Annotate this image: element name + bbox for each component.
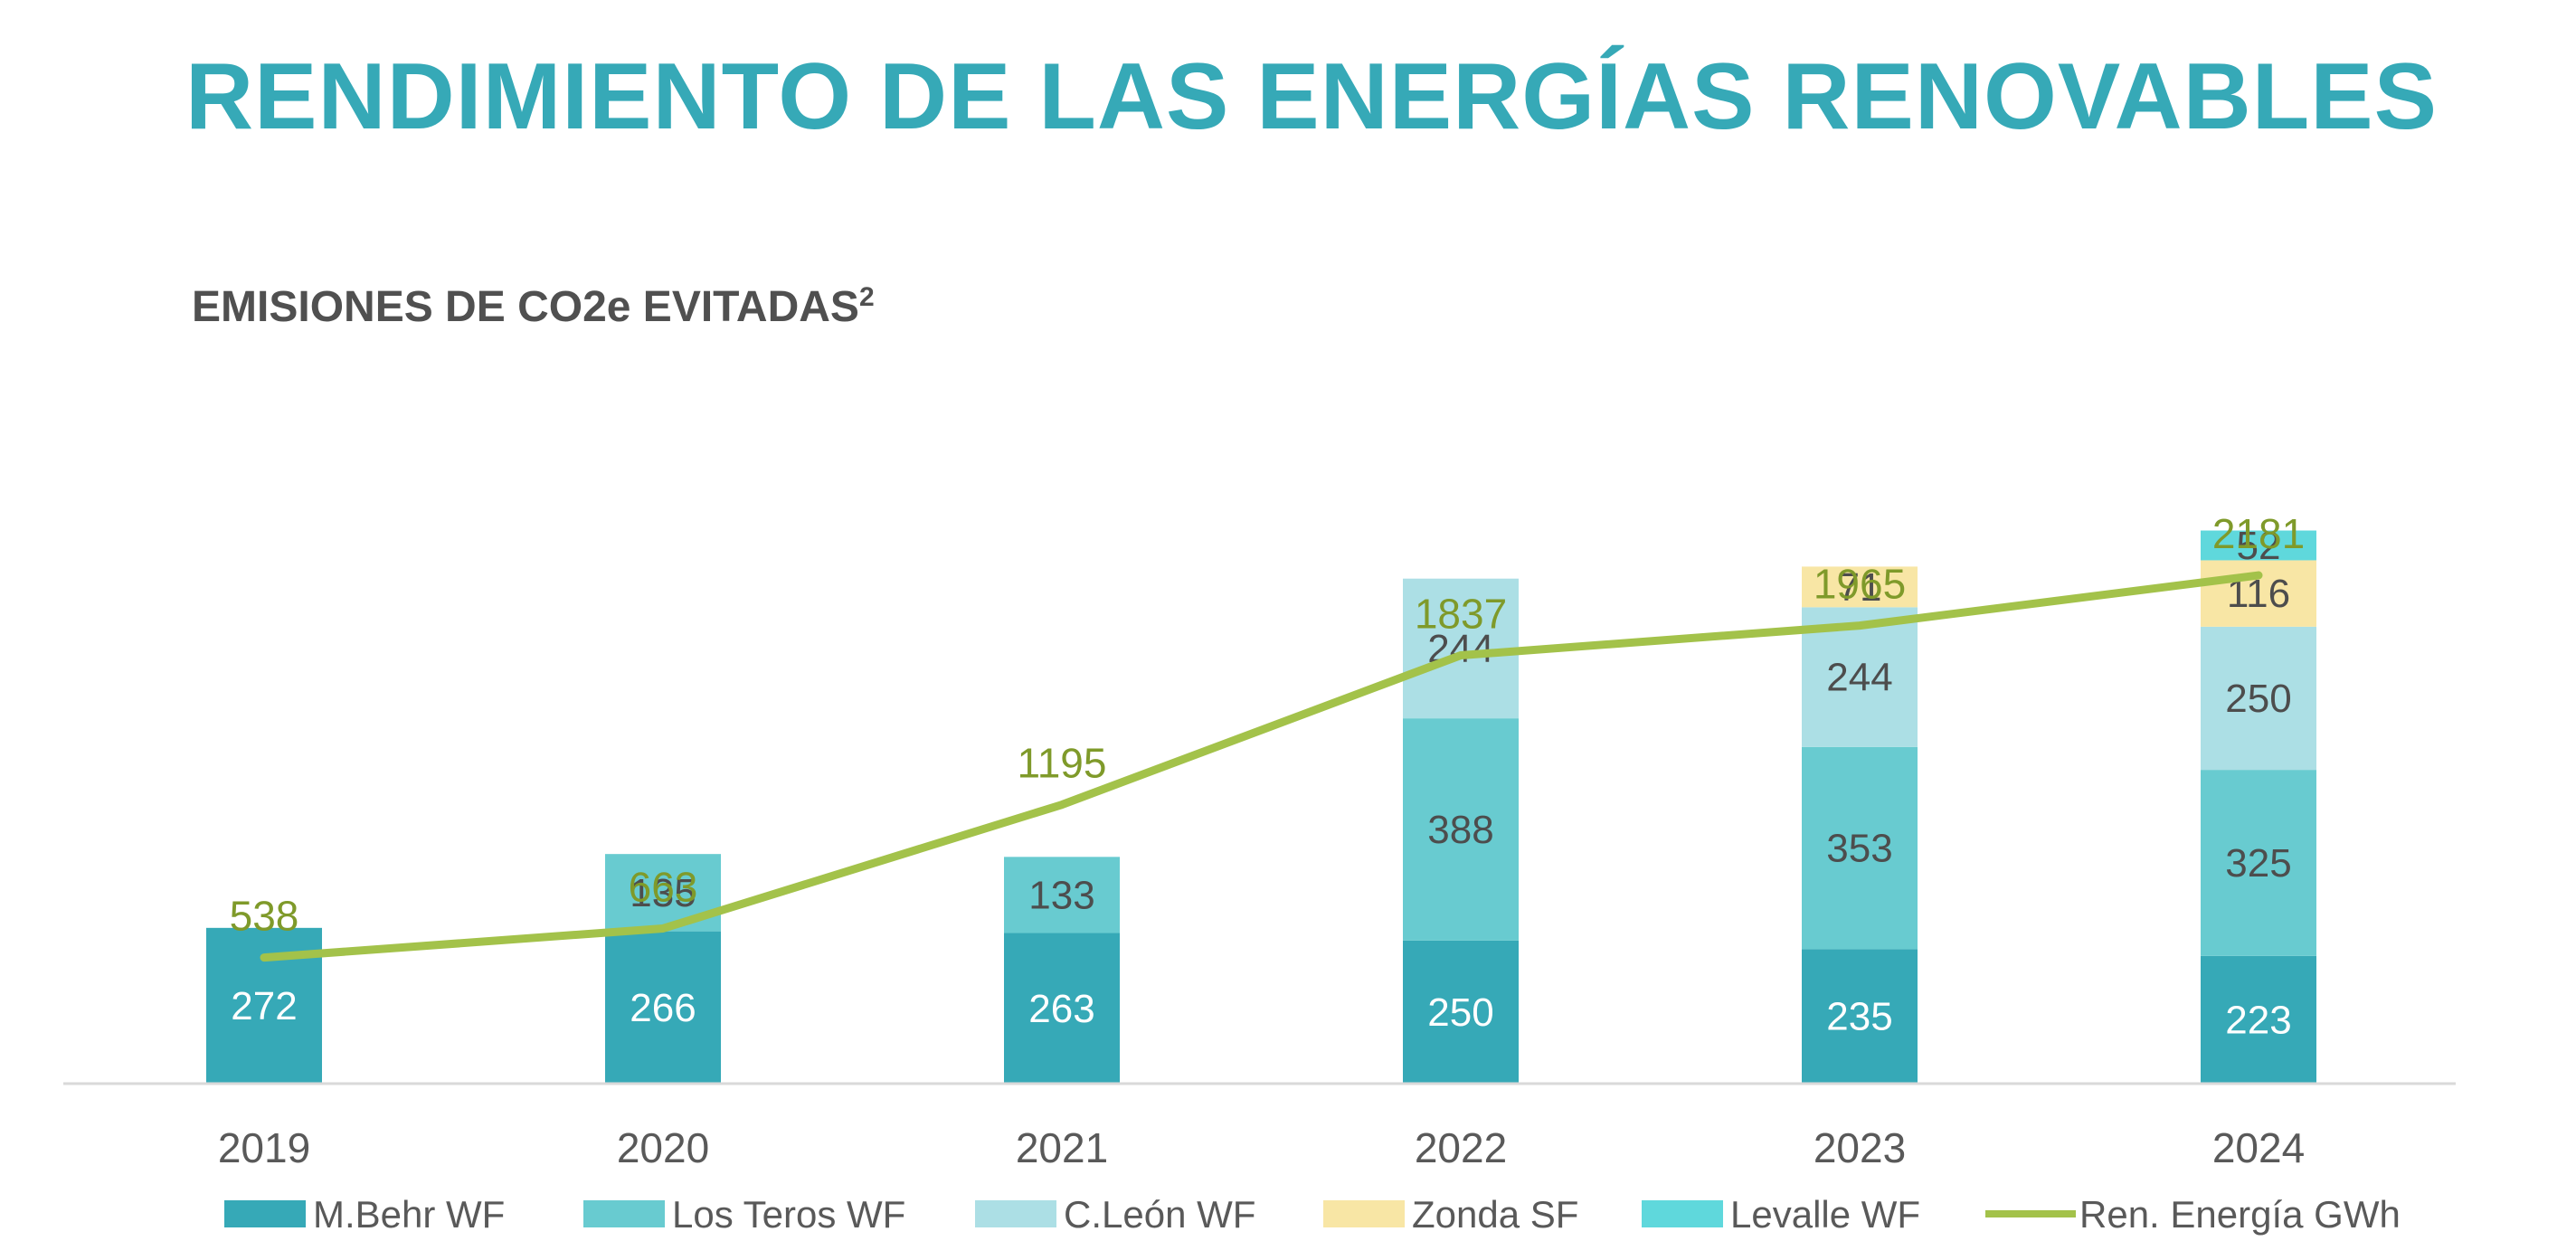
x-tick-label: 2024 (2212, 1124, 2305, 1171)
legend-swatch (975, 1200, 1056, 1227)
x-tick-label: 2019 (218, 1124, 310, 1171)
legend-item: Los Teros WF (583, 1193, 905, 1236)
line-value-label: 1195 (1018, 740, 1107, 787)
bar-zonda-sf-2023 (1802, 566, 1918, 608)
bar-los-teros-wf-2023 (1802, 746, 1918, 950)
legend-swatch (583, 1200, 665, 1227)
bar-value-label: 52 (2237, 524, 2281, 568)
line-value-label: 663 (629, 863, 698, 910)
bar-value-label: 135 (630, 871, 696, 915)
bar-los-teros-wf-2021 (1004, 857, 1120, 933)
legend-item: C.León WF (975, 1193, 1255, 1236)
bar-m-behr-wf-2020 (605, 931, 721, 1084)
bar-c-le-n-wf-2024 (2201, 626, 2316, 771)
bar-m-behr-wf-2022 (1403, 940, 1519, 1084)
bar-value-label: 272 (231, 984, 297, 1028)
bar-value-label: 325 (2225, 841, 2291, 886)
line-value-label: 2181 (2212, 510, 2305, 557)
legend-item: Ren. Energía GWh (1985, 1193, 2401, 1236)
bar-value-label: 353 (1826, 827, 1892, 871)
bar-los-teros-wf-2022 (1403, 718, 1519, 941)
page-title: RENDIMIENTO DE LAS ENERGÍAS RENOVABLES (185, 44, 2438, 149)
bar-value-label: 250 (2225, 677, 2291, 721)
bar-levalle-wf-2024 (2201, 530, 2316, 561)
line-value-label: 1965 (1814, 561, 1906, 608)
line-layer: 538 663 1195 1837 1965 2181 (230, 510, 2305, 962)
bar-value-label: 133 (1028, 873, 1094, 917)
bar-los-teros-wf-2024 (2201, 770, 2316, 956)
line-value-label: 538 (230, 893, 299, 940)
bar-value-label: 223 (2225, 998, 2291, 1042)
x-tick-label: 2020 (617, 1124, 709, 1171)
chart-title-superscript: 2 (858, 282, 875, 312)
legend-swatch (1323, 1200, 1405, 1227)
bar-value-label: 266 (630, 986, 696, 1030)
line-ren-energia (260, 571, 2263, 962)
bar-m-behr-wf-2023 (1802, 949, 1918, 1084)
legend-swatch (224, 1200, 306, 1227)
line-value-label: 1837 (1415, 591, 1507, 638)
bar-value-label: 388 (1427, 808, 1493, 852)
legend-item: Zonda SF (1323, 1193, 1578, 1236)
bar-value-label: 235 (1826, 995, 1892, 1039)
legend-item: Levalle WF (1642, 1193, 1920, 1236)
legend-label: Los Teros WF (672, 1193, 905, 1236)
x-tick-label: 2023 (1814, 1124, 1906, 1171)
bar-m-behr-wf-2021 (1004, 933, 1120, 1084)
legend-label: Ren. Energía GWh (2079, 1193, 2401, 1236)
bar-value-label: 263 (1028, 987, 1094, 1031)
bar-m-behr-wf-2024 (2201, 955, 2316, 1084)
bars-layer: 272 2661352631332503882442353532447122332… (206, 524, 2316, 1084)
x-tick-label: 2021 (1016, 1124, 1108, 1171)
bar-value-label: 250 (1427, 990, 1493, 1035)
chart-title-text: EMISIONES DE CO2e EVITADAS (192, 283, 859, 331)
legend-label: Levalle WF (1730, 1193, 1920, 1236)
legend-label: Zonda SF (1412, 1193, 1578, 1236)
legend: M.Behr WF Los Teros WF C.León WF Zonda SF Le… (224, 1193, 2401, 1236)
legend-label: C.León WF (1064, 1193, 1255, 1236)
chart-title: EMISIONES DE CO2e EVITADAS2 (192, 282, 875, 332)
legend-swatch (1642, 1200, 1723, 1227)
legend-item: M.Behr WF (224, 1193, 505, 1236)
legend-label: M.Behr WF (313, 1193, 505, 1236)
bar-value-label: 71 (1838, 565, 1882, 610)
bar-value-label: 244 (1826, 656, 1892, 700)
x-axis: 2019 2020 2021 2022 2023 2024 (63, 1082, 2456, 1171)
x-tick-label: 2022 (1415, 1124, 1507, 1171)
